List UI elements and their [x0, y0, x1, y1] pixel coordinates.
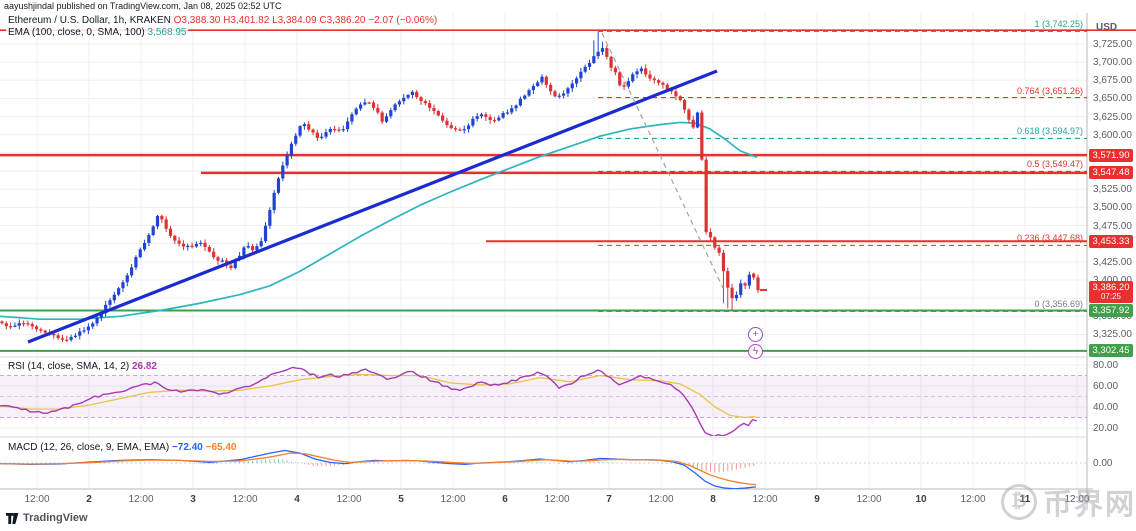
symbol-title: Ethereum / U.S. Dollar, 1h, KRAKEN [8, 15, 171, 26]
time-tick-label: 12:00 [24, 494, 50, 505]
time-scale[interactable]: 12:00 2 12:00 3 12:00 4 12:00 5 12:00 6 12:00 7 12:0… [0, 489, 1093, 510]
macd-signal-value: −65.40 [205, 442, 237, 453]
price-tick-label: 3,675.00 [1093, 75, 1132, 87]
time-tick-label: 2 [86, 494, 92, 505]
time-tick-label: 12:00 [856, 494, 882, 505]
price-line-badge: 3,453.33 [1089, 234, 1133, 248]
indicator-tick-label: 60.00 [1093, 381, 1119, 392]
rsi-label: RSI (14, close, SMA, 14, 2) [8, 361, 130, 372]
price-tick-label: 3,325.00 [1093, 329, 1132, 341]
price-tick-label: 3,600.00 [1093, 129, 1132, 141]
fib-level-label: 0.236 (3,447.68) [1016, 233, 1083, 244]
indicator-tick-label: 20.00 [1093, 423, 1119, 434]
price-tick-label: 3,425.00 [1093, 256, 1132, 268]
time-tick-label: 8 [710, 494, 716, 505]
price-line-badge: 3,547.48 [1089, 166, 1133, 180]
chart-legend: Ethereum / U.S. Dollar, 1h, KRAKEN O3,38… [6, 15, 440, 39]
time-tick-label: 4 [294, 494, 300, 505]
price-tick-label: 3,475.00 [1093, 220, 1132, 232]
price-tick-label: 3,650.00 [1093, 93, 1132, 105]
rsi-legend[interactable]: RSI (14, close, SMA, 14, 2) 26.82 [8, 361, 157, 372]
price-tick-label: 3,725.00 [1093, 39, 1132, 50]
tradingview-brand-text: TradingView [23, 512, 88, 524]
fib-level-label: 0 (3,356.69) [1034, 299, 1083, 310]
ohlc-high: H3,401.82 [223, 15, 270, 26]
time-tick-label: 12:00 [232, 494, 258, 505]
time-tick-label: 11 [1019, 494, 1031, 505]
ohlc-low: L3,384.09 [272, 15, 317, 26]
time-tick-label: 12:00 [960, 494, 986, 505]
time-tick-label: 12:00 [648, 494, 674, 505]
macd-legend[interactable]: MACD (12, 26, close, 9, EMA, EMA) −72.40… [8, 442, 236, 453]
time-tick-label: 10 [915, 494, 927, 505]
indicator-tick-label: 40.00 [1093, 402, 1119, 413]
price-tick-label: 3,500.00 [1093, 202, 1132, 214]
ema-label: EMA (100, close, 0, SMA, 100) [8, 27, 145, 38]
fib-level-label: 0.764 (3,651.26) [1016, 85, 1083, 96]
price-change: −2.07 (−0.06%) [368, 15, 438, 26]
fib-level-label: 0.618 (3,594.97) [1016, 126, 1083, 137]
macd-label: MACD (12, 26, close, 9, EMA, EMA) [8, 442, 170, 453]
time-tick-label: 5 [398, 494, 404, 505]
rsi-value: 26.82 [131, 361, 157, 372]
tradingview-logo[interactable]: TradingView [6, 512, 88, 524]
macd-value: −72.40 [171, 442, 203, 453]
currency-label: USD [1096, 22, 1118, 33]
fib-level-label: 0.5 (3,549.47) [1026, 159, 1083, 170]
fib-level-label: 1 (3,742.25) [1034, 19, 1083, 30]
price-scale[interactable]: USD 3,725.00 3,700.00 3,675.00 3,650.00 3,62… [1087, 13, 1136, 510]
time-tick-label: 12:00 [336, 494, 362, 505]
symbol-legend-row[interactable]: Ethereum / U.S. Dollar, 1h, KRAKEN O3,38… [6, 15, 440, 26]
time-tick-label: 7 [606, 494, 612, 505]
current-price: 3,386.20 [1092, 282, 1130, 294]
price-tick-label: 3,700.00 [1093, 57, 1132, 69]
price-line-badge: 3,357.92 [1089, 304, 1133, 318]
time-tick-label: 12:00 [128, 494, 154, 505]
time-tick-label: 12:00 [544, 494, 570, 505]
price-tick-label: 3,625.00 [1093, 111, 1132, 123]
time-tick-label: 12:00 [1064, 494, 1090, 505]
price-tick-label: 3,400.00 [1093, 275, 1132, 286]
tradingview-logo-icon [6, 512, 19, 524]
time-tick-label: 9 [814, 494, 820, 505]
ohlc-close: C3,386.20 [319, 15, 366, 26]
price-tick-label: 3,525.00 [1093, 184, 1132, 196]
ohlc-open: O3,388.30 [173, 15, 221, 26]
add-alert-button[interactable]: + [748, 327, 763, 342]
bar-countdown: 07:25 [1100, 292, 1122, 302]
ema-legend-row[interactable]: EMA (100, close, 0, SMA, 100) 3,568.95 [6, 27, 439, 38]
current-price-badge: 3,386.20 07:25 [1089, 281, 1133, 304]
instant-order-button[interactable]: ϟ [748, 344, 763, 359]
time-tick-label: 12:00 [752, 494, 778, 505]
ema-value: 3,568.95 [147, 27, 187, 38]
time-tick-label: 3 [190, 494, 196, 505]
time-tick-label: 6 [502, 494, 508, 505]
indicator-tick-label: 0.00 [1093, 458, 1113, 469]
indicator-tick-label: 80.00 [1093, 360, 1119, 371]
attribution-bar: aayushjindal published on TradingView.co… [0, 0, 1136, 13]
price-line-badge: 3,571.90 [1089, 148, 1133, 162]
price-line-badge: 3,302.45 [1089, 344, 1133, 358]
time-tick-label: 12:00 [440, 494, 466, 505]
